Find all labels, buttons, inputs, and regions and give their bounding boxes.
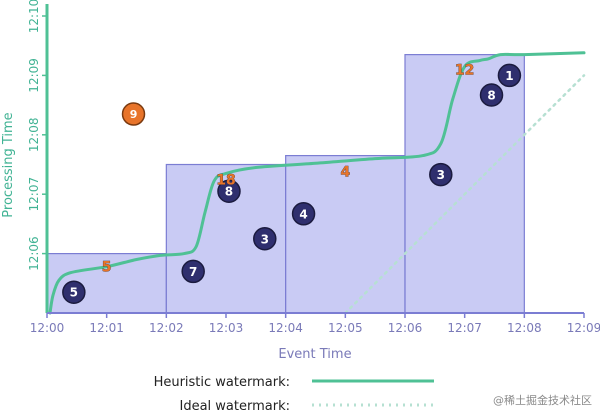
window-4	[404, 54, 525, 314]
x-tick-label: 12:00	[30, 321, 65, 335]
late-point-circle	[121, 102, 146, 126]
window-result-label: 12	[455, 62, 474, 78]
data-point-circle	[217, 179, 241, 203]
data-point-label: 7	[189, 265, 197, 279]
axes-layer: 12:10 12:09 12:08 12:07 12:06 12:00 12:01 12:02…	[27, 0, 600, 335]
window-result-label: 18	[216, 172, 235, 188]
x-tick-label: 12:09	[567, 321, 600, 335]
y-tick-label: 12:10	[27, 0, 41, 33]
data-point-circle	[62, 280, 86, 304]
data-point-circle	[253, 227, 277, 251]
y-tick-label: 12:07	[27, 177, 41, 212]
y-tick-label: 12:06	[27, 236, 41, 271]
legend-ideal-label: Ideal watermark:	[180, 399, 291, 412]
data-point-circle	[291, 202, 316, 226]
x-tick-label: 12:02	[149, 321, 184, 335]
late-point-label: 9	[130, 108, 138, 121]
x-tick-label: 12:03	[209, 321, 244, 335]
legend: Heuristic watermark: Ideal watermark:	[154, 375, 434, 412]
ideal-watermark-line	[344, 74, 586, 315]
data-point-label: 8	[225, 185, 233, 199]
data-point-circle	[497, 63, 522, 88]
data-point-label: 3	[437, 168, 445, 182]
legend-heuristic-label: Heuristic watermark:	[154, 375, 290, 390]
y-tick-label: 12:09	[27, 58, 41, 93]
x-tick-label: 12:06	[388, 321, 423, 335]
heuristic-watermark-line	[48, 51, 586, 315]
x-axis-title: Event Time	[278, 347, 351, 362]
data-point-label: 1	[505, 69, 513, 83]
data-point-circle	[181, 259, 205, 284]
data-point-label: 3	[261, 232, 269, 246]
x-tick-label: 12:08	[507, 321, 542, 335]
data-point-label: 4	[299, 207, 307, 221]
x-tick-label: 12:01	[89, 321, 124, 335]
ideal-layer	[344, 74, 586, 315]
y-tick-label: 12:08	[27, 118, 41, 153]
heuristic-layer	[48, 51, 586, 315]
x-tick-label: 12:04	[268, 321, 303, 335]
x-tick-label: 12:07	[447, 321, 482, 335]
window-3	[285, 154, 406, 314]
y-axis-title: Processing Time	[1, 112, 16, 217]
windows-layer	[46, 54, 525, 314]
window-result-label: 5	[102, 260, 112, 276]
window-result-label: 4	[340, 165, 350, 181]
data-point-label: 8	[487, 89, 495, 103]
site-watermark: @稀土掘金技术社区	[493, 393, 592, 407]
x-tick-label: 12:05	[328, 321, 363, 335]
data-point-label: 5	[70, 286, 78, 300]
data-point-circle	[429, 162, 453, 187]
data-point-circle	[479, 83, 504, 107]
